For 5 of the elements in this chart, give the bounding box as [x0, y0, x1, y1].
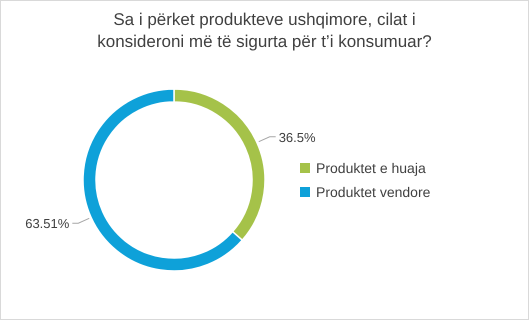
- chart-title: Sa i përket produkteve ushqimore, cilat i konsideroni më të sigurta për t’i konsumuar?: [97, 10, 432, 51]
- data-label: 63.51%: [25, 216, 70, 232]
- legend-label: Produktet vendore: [316, 184, 431, 200]
- data-label: 36.5%: [278, 130, 316, 145]
- legend-label: Produktet e huaja: [316, 160, 426, 176]
